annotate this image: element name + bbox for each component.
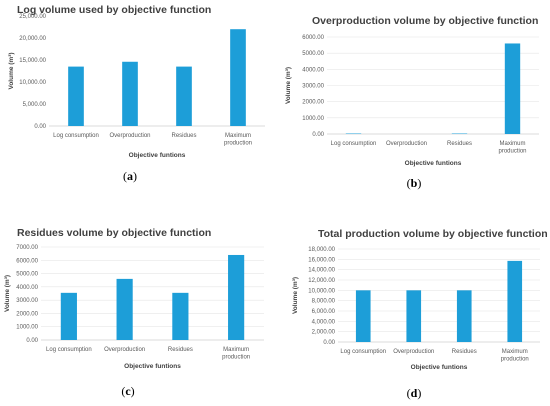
category-label: Residues [168,347,193,353]
category-label: Residues [452,349,477,355]
bar [228,254,245,340]
y-tick-label: 12,000.00 [308,278,335,284]
y-tick-label: 8,000.00 [312,299,336,305]
bar [230,29,246,127]
y-tick-label: 1000.00 [16,325,38,331]
y-tick-label: 2000.00 [16,311,38,317]
y-tick-label: 0.00 [312,132,324,138]
y-tick-label: 4000.00 [16,285,38,291]
y-tick-label: 0.00 [26,338,38,344]
y-tick-label: 6000.00 [16,258,38,264]
y-tick-label: 25,000.00 [19,14,46,20]
category-label: Maximum production [224,133,252,147]
y-tick-label: 6000.00 [302,35,324,41]
bar [504,43,521,134]
y-tick-label: 16,000.00 [308,257,335,263]
panel-label: (d) [407,386,422,400]
chart-title: Residues volume by objective function [17,227,211,239]
y-tick-label: 2000.00 [302,100,324,106]
y-tick-label: 18,000.00 [308,247,335,253]
y-tick-label: 1000.00 [302,116,324,122]
panel-label: (b) [407,176,422,190]
panel-label: (c) [121,384,134,398]
y-tick-label: 0.00 [323,340,335,346]
category-label: Maximum production [222,347,250,361]
chart-title: Total production volume by objective fun… [318,228,548,240]
x-axis-label: Objective funtions [405,160,462,167]
y-tick-label: 10,000.00 [308,288,335,294]
category-label: Log consumption [340,349,386,355]
y-tick-label: 4,000.00 [312,319,336,325]
y-axis-label: Volume (m³) [8,52,15,89]
y-tick-label: 15,000.00 [19,58,46,64]
y-axis-label: Volume (m³) [4,275,11,312]
bar [176,66,192,126]
bar [116,278,133,340]
chart-panel-c: Residues volume by objective function 0.0… [4,227,264,398]
category-label: Overproduction [386,141,427,147]
y-tick-label: 14,000.00 [308,268,335,274]
y-tick-label: 10,000.00 [19,80,46,86]
bar [507,260,523,342]
bar [406,290,422,342]
bar [122,61,138,127]
chart-title: Overproduction volume by objective funct… [312,15,538,27]
y-tick-label: 3000.00 [16,298,38,304]
chart-panel-d: Total production volume by objective fun… [292,228,548,400]
chart-title: Log volume used by objective function [17,4,211,16]
chart-panel-b: Overproduction volume by objective funct… [285,15,539,190]
bar [355,290,371,342]
y-tick-label: 3000.00 [302,84,324,90]
bar [172,292,189,340]
y-tick-label: 7000.00 [16,245,38,251]
category-label: Overproduction [104,347,145,353]
y-tick-label: 6,000.00 [312,309,336,315]
chart-panel-a: Log volume used by objective function 0.0… [8,4,265,183]
y-tick-label: 4000.00 [302,67,324,73]
bar [60,292,77,340]
category-label: Overproduction [109,133,150,139]
x-axis-label: Objective funtions [124,363,181,370]
y-axis-label: Volume (m³) [292,277,299,314]
y-tick-label: 20,000.00 [19,36,46,42]
y-tick-label: 5,000.00 [23,102,47,108]
panel-label: (a) [123,169,137,183]
x-axis-label: Objective funtions [129,152,186,159]
category-label: Maximum production [498,141,526,155]
y-axis-label: Volume (m³) [285,67,292,104]
bar [68,66,84,126]
category-label: Residues [447,141,472,147]
y-tick-label: 5000.00 [16,272,38,278]
y-tick-label: 5000.00 [302,51,324,57]
category-label: Log consumption [331,141,377,147]
category-label: Log consumption [46,347,92,353]
x-axis-label: Objective funtions [411,364,468,371]
y-tick-label: 2,000.00 [312,330,336,336]
category-label: Maximum production [501,349,529,363]
category-label: Log consumption [53,133,99,139]
y-tick-label: 0.00 [34,124,46,130]
category-label: Overproduction [393,349,434,355]
bar [456,290,472,342]
category-label: Residues [171,133,196,139]
